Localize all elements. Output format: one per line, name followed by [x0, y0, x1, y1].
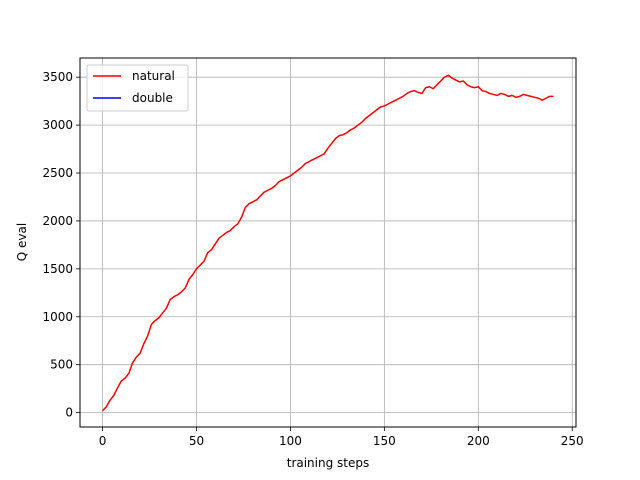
- legend: natural double: [86, 64, 189, 112]
- legend-label-natural: natural: [132, 69, 175, 83]
- series-line-natural: [102, 74, 554, 412]
- x-tick-label: 200: [467, 434, 490, 448]
- series-lines: [102, 74, 554, 412]
- y-tick-label: 500: [50, 358, 73, 372]
- y-axis-label: Q eval: [15, 223, 29, 261]
- y-tick-label: 0: [65, 406, 73, 420]
- y-tick-label: 3000: [42, 118, 73, 132]
- y-tick-label: 2000: [42, 214, 73, 228]
- y-tick-label: 3500: [42, 70, 73, 84]
- legend-label-double: double: [132, 91, 173, 105]
- x-tick-label: 150: [373, 434, 396, 448]
- x-tick-label: 0: [99, 434, 107, 448]
- x-tick-label: 100: [279, 434, 302, 448]
- ticks: 0 50 100 150 200 2500500100015002000250030003…: [42, 70, 583, 448]
- plot-frame: [79, 57, 577, 428]
- grid: [80, 58, 576, 427]
- y-tick-label: 2500: [42, 166, 73, 180]
- x-tick-label: 250: [561, 434, 584, 448]
- x-axis-label: training steps: [287, 456, 370, 470]
- y-tick-label: 1500: [42, 262, 73, 276]
- x-tick-label: 50: [189, 434, 204, 448]
- y-tick-label: 1000: [42, 310, 73, 324]
